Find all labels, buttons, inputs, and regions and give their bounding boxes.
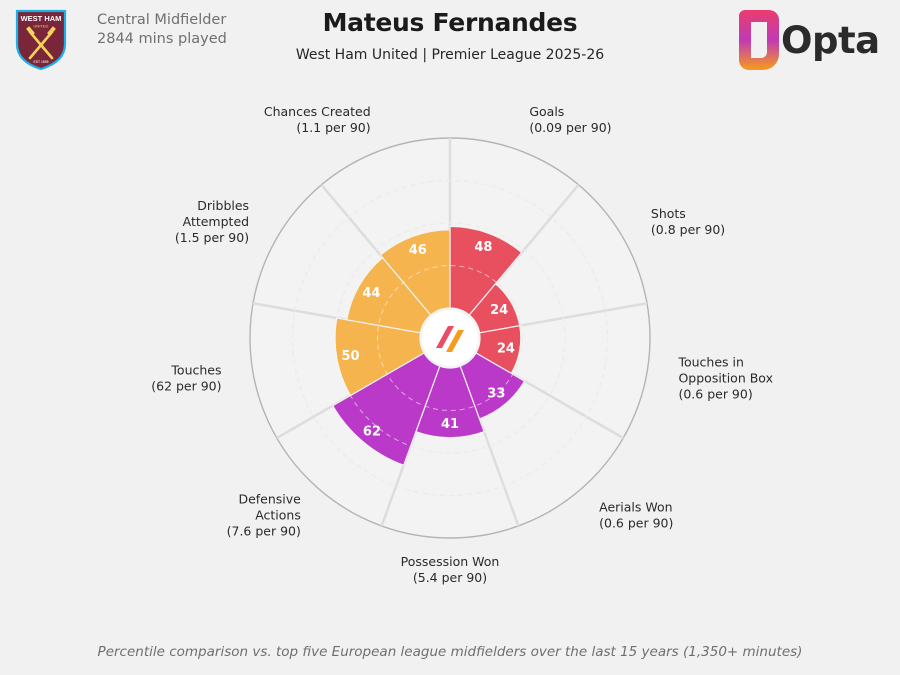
radar-bar-chances-created	[379, 229, 451, 316]
radar-center-disc	[422, 310, 478, 366]
radar-bar-dribbles-attempted	[346, 256, 432, 334]
player-minutes: 2844 mins played	[97, 31, 227, 47]
category-value-text: (0.09 per 90)	[529, 120, 611, 135]
category-value-text: (1.1 per 90)	[296, 120, 370, 135]
category-value-text: (0.6 per 90)	[678, 386, 752, 401]
category-name-text: Touches	[170, 362, 221, 377]
radar-ring-overlay-50	[334, 222, 566, 454]
radar-value-label: 33	[487, 387, 505, 402]
radar-value-label: 24	[497, 341, 515, 356]
radar-bar-defensive-actions	[331, 352, 441, 467]
category-value-text: (7.6 per 90)	[227, 524, 301, 539]
category-name-text: Opposition Box	[678, 370, 773, 385]
category-name-text: Aerials Won	[599, 500, 672, 515]
category-value-text: (5.4 per 90)	[413, 570, 487, 585]
chart-footnote: Percentile comparison vs. top five Europ…	[97, 644, 803, 660]
category-name-text: Dribbles	[197, 198, 249, 213]
radar-value-label: 24	[490, 303, 508, 318]
category-value-text: (62 per 90)	[151, 378, 221, 393]
player-info: Central Midfielder 2844 mins played	[97, 11, 227, 49]
radar-bar-shots	[468, 282, 521, 334]
category-label-possession-won: Possession Won(5.4 per 90)	[401, 554, 500, 585]
category-label-shots: Shots(0.8 per 90)	[651, 206, 725, 237]
category-value-text: (0.6 per 90)	[599, 516, 673, 531]
radar-value-label: 44	[362, 286, 380, 301]
category-name-text: Attempted	[183, 214, 249, 229]
category-name-text: Touches in	[677, 354, 743, 369]
radar-value-label: 62	[363, 424, 381, 439]
radar-value-label: 48	[474, 240, 492, 255]
opta-logo: Opta	[735, 8, 895, 72]
radar-value-label: 50	[341, 349, 359, 364]
radar-ring-overlay-25	[377, 265, 523, 411]
category-name-text: Shots	[651, 206, 686, 221]
center-slash-icon	[436, 326, 454, 348]
center-slash-icon	[446, 330, 464, 352]
category-name-text: Defensive	[238, 492, 301, 507]
category-name-text: Actions	[255, 508, 301, 523]
category-name-text: Goals	[529, 104, 564, 119]
radar-ring-overlay-75	[292, 180, 608, 496]
crest-text-mid: UNITED	[34, 24, 49, 29]
radar-value-label: 41	[441, 417, 459, 432]
crest-text-bottom: EST 1895	[33, 60, 48, 64]
west-ham-crest-icon: WEST HAM UNITED EST 1895	[15, 9, 67, 70]
player-position: Central Midfielder	[97, 12, 227, 28]
category-name-text: Possession Won	[401, 554, 500, 569]
category-label-touches: Touches(62 per 90)	[151, 362, 221, 393]
category-label-aerials-won: Aerials Won(0.6 per 90)	[599, 500, 673, 531]
radar-bar-goals	[449, 225, 523, 316]
category-value-text: (0.8 per 90)	[651, 222, 725, 237]
crest-text-top: WEST HAM	[21, 14, 62, 23]
radar-bar-touches-in-opposition-box	[475, 325, 522, 375]
category-value-text: (1.5 per 90)	[175, 230, 249, 245]
category-label-goals: Goals(0.09 per 90)	[529, 104, 611, 135]
category-name-text: Chances Created	[264, 104, 371, 119]
opta-wordmark: Opta	[781, 19, 880, 62]
radar-value-label: 46	[409, 243, 427, 258]
radar-bar-possession-won	[415, 365, 485, 439]
opta-logo-icon	[739, 10, 779, 70]
radar-bar-aerials-won	[459, 352, 526, 420]
category-label-chances-created: Chances Created(1.1 per 90)	[264, 104, 371, 135]
